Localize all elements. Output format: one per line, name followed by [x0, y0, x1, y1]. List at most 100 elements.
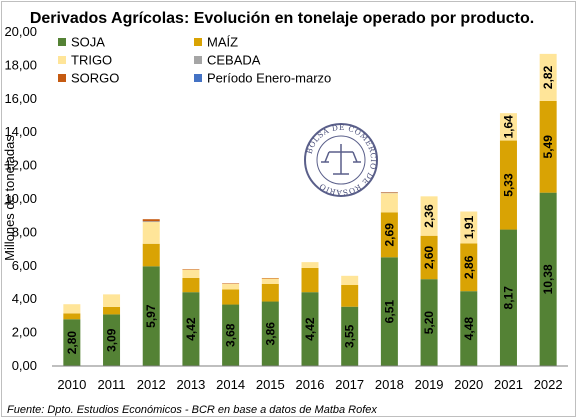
data-label: 5,97: [144, 304, 158, 328]
bar-segment-trigo: [460, 211, 478, 244]
x-tick-label: 2014: [216, 377, 245, 392]
bar-segment-trigo: [222, 283, 240, 290]
bar-segment-ma-z: [63, 313, 81, 320]
data-label: 3,55: [343, 324, 357, 348]
seal-outer-ring: [304, 123, 378, 197]
bar-segment-ma-z: [539, 100, 557, 193]
data-label: 2,60: [422, 245, 436, 269]
y-tick-label: 2,00: [12, 325, 37, 340]
data-label: 10,38: [541, 264, 555, 294]
data-label: 3,09: [105, 328, 119, 352]
bar-segment-soja: [63, 319, 81, 366]
bar-segment-ma-z: [420, 235, 438, 280]
x-tick-label: 2012: [137, 377, 166, 392]
data-label: 1,64: [501, 115, 515, 139]
legend-label: SORGO: [71, 71, 119, 86]
bar-segment-sorgo: [380, 192, 398, 193]
bar-segment-trigo: [63, 304, 81, 314]
bar-segment-trigo: [420, 196, 438, 236]
bar-segment-ma-z: [380, 212, 398, 258]
data-label: 2,80: [65, 331, 79, 355]
bar-segment-ma-z: [182, 277, 200, 293]
y-tick-label: 12,00: [4, 158, 37, 173]
x-tick-label: 2018: [375, 377, 404, 392]
y-axis-label: Millones de toneladas: [2, 135, 17, 261]
data-label: 4,42: [184, 317, 198, 341]
bar-segment-ma-z: [103, 306, 121, 315]
legend-label: SOJA: [71, 35, 105, 50]
x-tick-label: 2015: [256, 377, 285, 392]
data-label: 2,69: [382, 223, 396, 247]
bar-segment-trigo: [301, 262, 319, 268]
data-label: 4,42: [303, 317, 317, 341]
bar-segment-sorgo: [142, 219, 160, 222]
bar-segment-trigo: [539, 53, 557, 101]
x-axis: 2010 2011 2012 2013 2014 2015 2016 2017 2018 2019…: [52, 365, 568, 392]
data-label: 5,20: [422, 311, 436, 335]
bar-segment-sorgo: [182, 269, 200, 270]
legend-label: MAÍZ: [207, 35, 238, 50]
data-label: 8,17: [501, 286, 515, 310]
bar-segment-trigo: [341, 275, 359, 286]
data-label: 2,36: [422, 204, 436, 228]
bar-segment-trigo: [182, 269, 200, 278]
bar-segment-soja: [182, 292, 200, 366]
x-tick-label: 2019: [415, 377, 444, 392]
legend-swatch: [58, 56, 66, 64]
seal-emblem-icon: [321, 144, 361, 175]
y-tick-label: 8,00: [12, 224, 37, 239]
bar-segment-soja: [301, 292, 319, 366]
bars-group: 2,80 3,09 5,97 4,42 3,68 3,86 4,42 3,55 6,51 2,69…: [63, 53, 557, 366]
legend: SOJA MAÍZ TRIGO CEBADA SORGO Período Enero-ma…: [58, 35, 331, 86]
bar-segment-ma-z: [142, 243, 160, 267]
legend-label: Período Enero-marzo: [207, 71, 331, 86]
x-tick-label: 2013: [176, 377, 205, 392]
bar-segment-sorgo: [261, 277, 279, 279]
bar-segment-ma-z: [499, 140, 517, 230]
bar-segment-ma-z: [222, 289, 240, 305]
data-label: 3,68: [224, 323, 238, 347]
source-note: Fuente: Dpto. Estudios Económicos - BCR …: [7, 404, 377, 416]
legend-swatch: [194, 74, 202, 82]
bar-segment-ma-z: [341, 285, 359, 307]
bar-segment-soja: [261, 301, 279, 366]
bar-segment-soja: [142, 266, 160, 366]
data-label: 1,91: [462, 215, 476, 239]
x-tick-label: 2020: [454, 377, 483, 392]
x-tick-label: 2017: [335, 377, 364, 392]
data-label: 3,86: [263, 322, 277, 346]
y-tick-label: 18,00: [4, 57, 37, 72]
x-tick-label: 2016: [296, 377, 325, 392]
x-tick-label: 2021: [494, 377, 523, 392]
bar-segment-trigo: [103, 294, 121, 307]
seal-inner-ring: [316, 135, 366, 185]
data-label: 5,49: [541, 135, 555, 159]
chart-title: Derivados Agrícolas: Evolución en tonela…: [30, 10, 534, 27]
x-tick-label: 2011: [98, 377, 126, 392]
legend-swatch: [194, 38, 202, 46]
data-label: 2,82: [541, 65, 555, 89]
y-tick-label: 0,00: [12, 358, 37, 373]
bar-segment-soja: [380, 257, 398, 366]
watermark-seal: BOLSA DE COMERCIO DE ROSARIO: [304, 123, 378, 197]
bar-segment-ma-z: [301, 267, 319, 293]
bar-segment-soja: [420, 279, 438, 366]
data-label: 5,33: [501, 173, 515, 197]
data-label: 2,86: [462, 255, 476, 279]
legend-swatch: [58, 38, 66, 46]
bar-segment-soja: [460, 291, 478, 366]
bar-segment-soja: [341, 306, 359, 366]
bar-segment-ma-z: [261, 284, 279, 302]
y-tick-label: 16,00: [4, 91, 37, 106]
legend-label: CEBADA: [207, 53, 261, 68]
bar-segment-trigo: [380, 193, 398, 213]
y-tick-label: 20,00: [4, 24, 37, 39]
bar-segment-soja: [539, 192, 557, 366]
y-tick-label: 14,00: [4, 124, 37, 139]
bar-segment-ma-z: [460, 243, 478, 292]
y-tick-label: 10,00: [4, 191, 37, 206]
legend-label: TRIGO: [71, 53, 112, 68]
x-tick-label: 2010: [57, 377, 86, 392]
legend-swatch: [58, 74, 66, 82]
